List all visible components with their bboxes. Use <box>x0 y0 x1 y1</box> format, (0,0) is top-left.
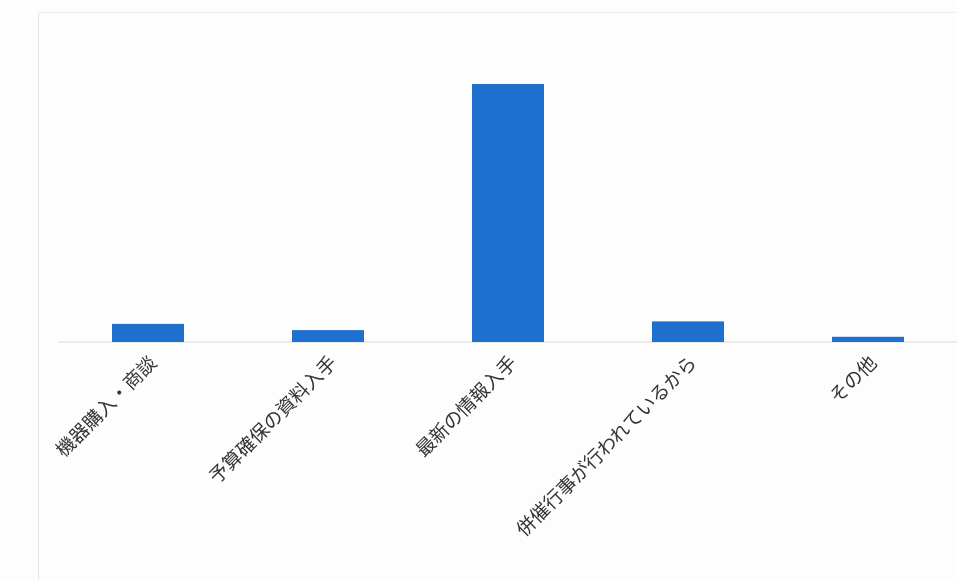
x-tick-label-1: 機器購入・商談 <box>52 352 162 462</box>
x-tick-label-5: その他 <box>826 352 882 408</box>
bar-5 <box>832 336 904 342</box>
x-tick-label-4: 併催行事が行われているから <box>512 352 701 541</box>
x-tick-label-2: 予算確保の資料入手 <box>205 352 341 488</box>
bar-group <box>112 84 904 342</box>
x-tick-label-3: 最新の情報入手 <box>412 352 522 462</box>
bar-1 <box>112 323 184 342</box>
bar-4 <box>652 321 724 342</box>
chart-border <box>38 12 956 580</box>
bar-2 <box>292 330 364 342</box>
bar-3 <box>472 84 544 342</box>
